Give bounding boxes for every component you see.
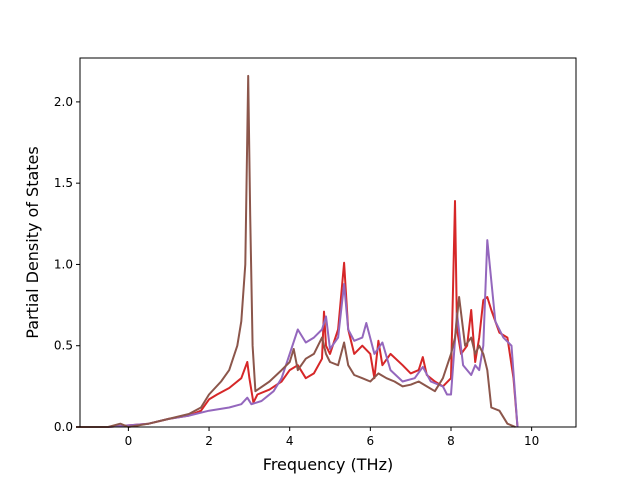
series-line-3: [76, 74, 516, 428]
x-tick-label: 0: [125, 434, 133, 448]
plot-frame: [79, 57, 577, 428]
x-tick-label: 8: [447, 434, 455, 448]
y-tick-label: 1.5: [54, 176, 73, 190]
y-tick-label: 0.5: [54, 339, 73, 353]
y-axis-title: Partial Density of States: [23, 146, 42, 338]
x-axis-title: Frequency (THz): [263, 455, 393, 474]
x-tick-label: 4: [286, 434, 294, 448]
y-axis-ticks: 0.0 0.5 1.0 1.5 2.0: [54, 95, 80, 434]
y-tick-label: 0.0: [54, 420, 73, 434]
y-tick-label: 1.0: [54, 257, 73, 271]
x-axis-ticks: 0 2 4 6 8 10: [125, 427, 539, 448]
series-line-2: [76, 239, 519, 428]
x-tick-label: 10: [524, 434, 539, 448]
series-layer: [76, 74, 519, 428]
x-tick-label: 2: [205, 434, 213, 448]
series-line-1: [76, 200, 519, 428]
y-tick-label: 2.0: [54, 95, 73, 109]
x-tick-label: 6: [367, 434, 375, 448]
